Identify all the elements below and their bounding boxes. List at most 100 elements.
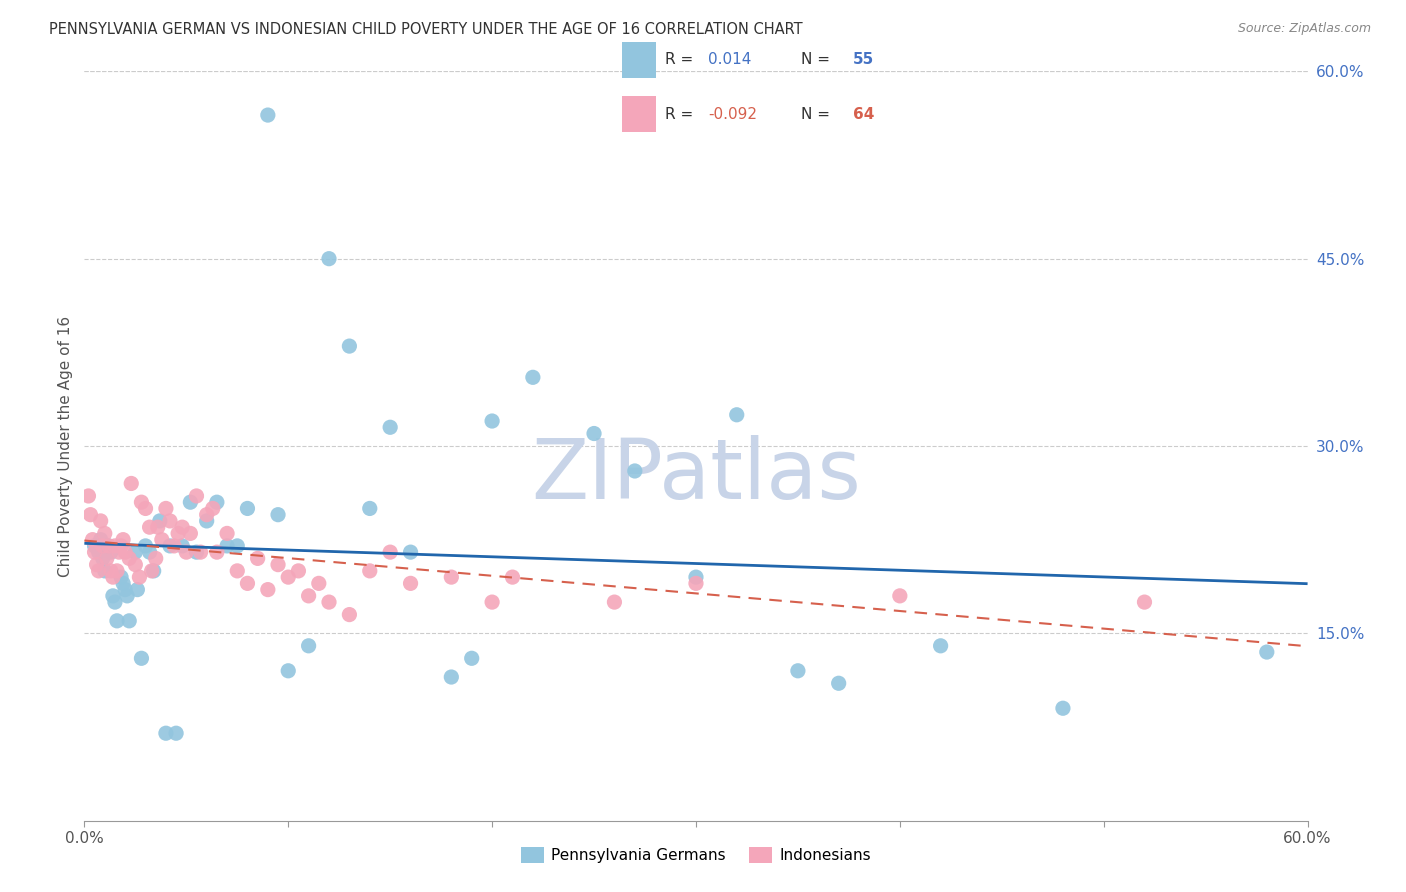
Point (481, 595, 503, 609)
Point (787, 664, 810, 678)
Point (624, 464, 647, 478)
Point (100, 545, 122, 559)
Point (155, 726, 177, 740)
Text: N =: N = (801, 53, 830, 68)
Point (461, 651, 484, 665)
Point (114, 582, 136, 597)
Point (118, 614, 141, 628)
Point (277, 664, 299, 678)
Point (124, 545, 146, 559)
Point (97, 539, 120, 553)
Point (1052, 701, 1074, 715)
Point (135, 539, 157, 553)
Point (110, 539, 132, 553)
Point (440, 570, 463, 584)
Point (141, 564, 163, 578)
Point (359, 564, 381, 578)
Point (159, 539, 181, 553)
Point (118, 551, 141, 566)
Text: Source: ZipAtlas.com: Source: ZipAtlas.com (1237, 22, 1371, 36)
Point (685, 570, 707, 584)
Point (226, 539, 249, 553)
Point (86, 558, 108, 572)
Point (142, 564, 165, 578)
Point (440, 670, 463, 684)
Point (287, 564, 309, 578)
Point (82, 533, 104, 547)
Point (112, 576, 135, 591)
Text: ZIPatlas: ZIPatlas (531, 435, 860, 516)
Point (298, 639, 321, 653)
Point (104, 539, 127, 553)
Point (179, 495, 201, 509)
Point (201, 501, 224, 516)
Point (77, 489, 100, 503)
Point (308, 576, 330, 591)
Point (91, 551, 114, 566)
Point (380, 420, 402, 434)
Point (101, 589, 124, 603)
Point (96, 551, 118, 566)
Text: R =: R = (665, 106, 693, 121)
Point (91, 539, 114, 553)
Point (172, 520, 194, 534)
Point (120, 476, 142, 491)
Point (145, 551, 167, 566)
Text: -0.092: -0.092 (709, 106, 756, 121)
Point (1256, 645, 1278, 659)
Y-axis label: Child Poverty Under the Age of 16: Child Poverty Under the Age of 16 (58, 316, 73, 576)
Point (298, 589, 321, 603)
Text: 55: 55 (852, 53, 875, 68)
Point (165, 726, 187, 740)
Point (167, 526, 190, 541)
Point (318, 595, 340, 609)
Point (128, 570, 150, 584)
Point (190, 545, 212, 559)
Point (481, 414, 503, 428)
Point (93, 564, 115, 578)
Point (100, 564, 122, 578)
Point (318, 252, 340, 266)
Point (828, 676, 851, 690)
Point (257, 582, 280, 597)
Point (226, 564, 249, 578)
Point (522, 370, 544, 384)
Point (179, 526, 201, 541)
Point (380, 545, 402, 559)
Legend: Pennsylvania Germans, Indonesians: Pennsylvania Germans, Indonesians (515, 841, 877, 869)
Point (163, 539, 186, 553)
Point (359, 501, 381, 516)
Point (155, 501, 177, 516)
Point (267, 508, 290, 522)
Point (217, 526, 239, 541)
Point (87, 545, 110, 559)
Point (79, 508, 101, 522)
FancyBboxPatch shape (621, 96, 657, 132)
Point (929, 639, 952, 653)
Point (159, 514, 181, 528)
Point (83, 545, 105, 559)
Point (131, 495, 153, 509)
Point (685, 576, 707, 591)
Point (205, 495, 228, 509)
Text: PENNSYLVANIA GERMAN VS INDONESIAN CHILD POVERTY UNDER THE AGE OF 16 CORRELATION : PENNSYLVANIA GERMAN VS INDONESIAN CHILD … (49, 22, 803, 37)
Point (217, 539, 239, 553)
Text: R =: R = (665, 53, 693, 68)
Point (131, 651, 153, 665)
Point (236, 576, 259, 591)
Point (399, 576, 422, 591)
Point (236, 501, 259, 516)
Point (97, 539, 120, 553)
Point (186, 489, 208, 503)
Point (186, 545, 208, 559)
Point (90, 514, 112, 528)
Text: N =: N = (801, 106, 830, 121)
Point (138, 520, 160, 534)
Point (205, 545, 228, 559)
Point (889, 589, 911, 603)
Point (257, 108, 280, 122)
Point (135, 501, 157, 516)
Point (127, 582, 149, 597)
Point (115, 589, 138, 603)
Point (110, 570, 132, 584)
